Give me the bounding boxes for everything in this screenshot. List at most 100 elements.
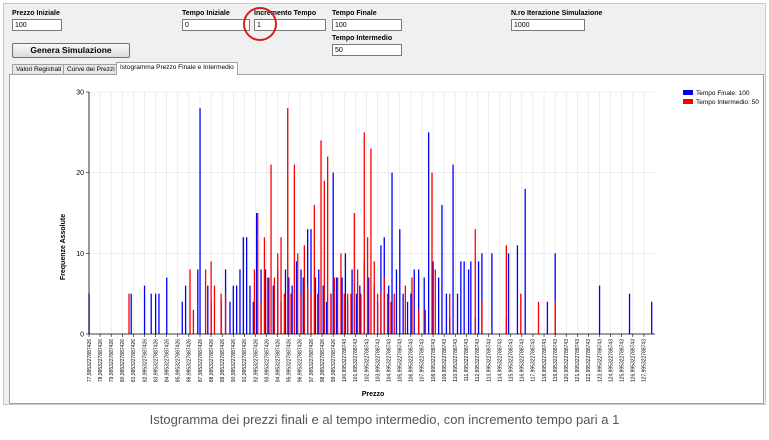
bar-intermediate [320, 140, 322, 334]
bar-intermediate [273, 277, 276, 334]
x-tick-label: 83,9953227887426 [153, 339, 159, 382]
bar-intermediate [424, 309, 426, 334]
highlight-circle [243, 7, 277, 41]
y-tick-labels: 0 10 20 30 [76, 90, 84, 339]
x-tick-label: 90,9953227887426 [231, 339, 237, 382]
bar-intermediate [393, 293, 395, 334]
x-tick-label: 104,995322788743 [386, 339, 392, 382]
bar-intermediate [220, 293, 222, 334]
bar-final [456, 293, 459, 334]
bar-intermediate [210, 261, 212, 334]
x-tick-label: 98,9953227887426 [320, 339, 326, 382]
prezzo-iniziale-label: Prezzo Iniziale [12, 10, 60, 17]
bar-intermediate [505, 245, 507, 334]
legend: Tempo Finale: 100 Tempo Intermedio: 50 [683, 90, 759, 106]
y-tick-label: 20 [76, 170, 84, 177]
bar-final [380, 245, 382, 334]
bar-intermediate [224, 293, 227, 334]
bar-final [288, 277, 290, 334]
bar-intermediate [327, 156, 329, 334]
tab-istogramma[interactable]: Istogramma Prezzo Finale e Intermedio [116, 62, 238, 75]
bar-final [236, 285, 238, 334]
legend-swatch-intermediate [683, 99, 693, 104]
bar-final [463, 261, 465, 334]
bar-final [359, 285, 361, 334]
x-tick-label: 93,9953227887426 [264, 339, 270, 382]
bar-intermediate [520, 293, 522, 334]
bar-intermediate [189, 269, 191, 334]
x-tick-label: 99,9953227887426 [331, 339, 337, 382]
x-tick-label: 77,9953227887426 [87, 339, 93, 382]
bar-intermediate [356, 269, 359, 334]
x-tick-label: 91,9953227887426 [242, 339, 248, 382]
bar-intermediate [313, 204, 315, 334]
x-tick-label: 85,9953227887426 [176, 339, 182, 382]
x-tick-label: 101,995322788743 [353, 339, 359, 382]
bar-final [445, 293, 448, 334]
bar-final [325, 301, 328, 334]
y-axis-label: Frequenze Assolute [60, 214, 67, 280]
bar-final [239, 269, 241, 334]
x-tick-label: 115,995322788743 [509, 339, 515, 382]
bar-intermediate [346, 293, 349, 334]
bar-intermediate [411, 277, 413, 334]
bar-intermediate [300, 293, 302, 334]
bar-intermediate [310, 293, 312, 334]
bar-final [130, 293, 132, 334]
bar-intermediate [373, 261, 375, 334]
bar-final [143, 285, 146, 334]
x-tick-label: 124,995322788743 [608, 339, 614, 382]
bar-intermediate [128, 293, 130, 334]
bar-intermediate [343, 293, 345, 334]
bar-final [651, 301, 653, 334]
bar-final [481, 253, 483, 334]
bar-final [199, 108, 201, 334]
bar-final [341, 277, 343, 334]
x-tick-label: 102,995322788743 [364, 339, 370, 382]
bar-intermediate [267, 277, 269, 334]
bar-intermediate [481, 301, 483, 334]
bar-final [344, 253, 347, 334]
bar-intermediate [257, 213, 259, 334]
bar-final [418, 269, 420, 334]
bar-intermediate [204, 269, 207, 334]
bars [88, 108, 653, 334]
bar-final [332, 172, 334, 334]
bar-intermediate [293, 164, 296, 334]
bar-intermediate [340, 253, 342, 334]
bar-final [628, 293, 631, 334]
bar-final [310, 229, 312, 334]
bar-final [351, 269, 353, 334]
x-tick-label: 100,995322788743 [342, 339, 348, 382]
x-tick-label: 96,9953227887426 [298, 339, 304, 382]
bar-final [291, 285, 293, 334]
prezzo-iniziale-input[interactable]: 100 [12, 19, 62, 31]
genera-simulazione-button[interactable]: Genera Simulazione [12, 43, 130, 58]
bar-final [467, 269, 470, 334]
bar-final [355, 293, 358, 334]
nro-iterazioni-input[interactable]: 1000 [511, 19, 585, 31]
bar-final [249, 285, 251, 334]
bar-intermediate [363, 132, 365, 334]
bar-intermediate [277, 253, 279, 334]
x-tick-label: 125,995322788743 [620, 339, 626, 382]
legend-swatch-final [683, 90, 693, 95]
bar-final [307, 229, 309, 334]
bar-final [516, 245, 519, 334]
tempo-finale-input[interactable]: 100 [332, 19, 402, 31]
bar-intermediate [333, 277, 335, 334]
x-tick-label: 122,995322788743 [586, 339, 592, 382]
tempo-intermedio-label: Tempo Intermedio [332, 35, 393, 42]
tempo-iniziale-input[interactable]: 0 [182, 19, 250, 31]
tempo-intermedio-input[interactable]: 50 [332, 44, 402, 56]
bar-intermediate [418, 309, 420, 334]
y-tick-label: 10 [76, 251, 84, 258]
x-tick-label: 82,9953227887426 [142, 339, 148, 382]
bar-intermediate [360, 293, 362, 334]
bar-intermediate [317, 293, 319, 334]
bar-final [154, 293, 157, 334]
nro-iterazioni-label: N.ro Iterazione Simulazione [511, 10, 603, 17]
bar-final [268, 277, 270, 334]
bar-intermediate [474, 229, 476, 334]
bar-intermediate [297, 253, 299, 334]
